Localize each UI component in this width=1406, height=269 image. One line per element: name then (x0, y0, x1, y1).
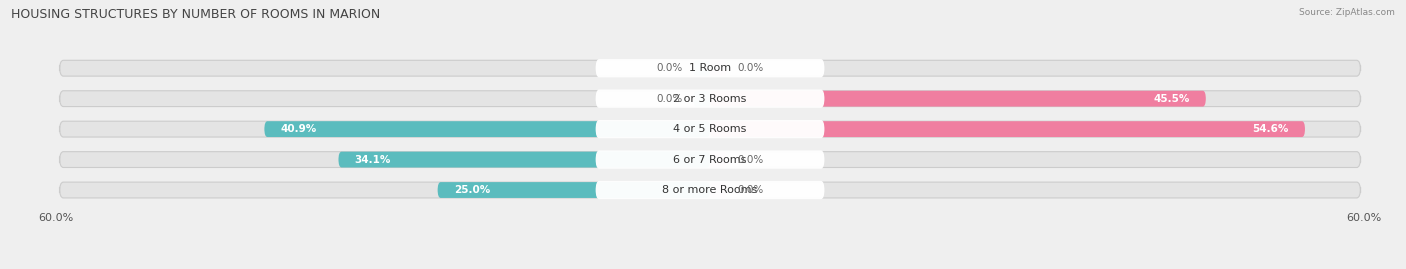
Text: 25.0%: 25.0% (454, 185, 491, 195)
FancyBboxPatch shape (339, 152, 710, 168)
Text: 0.0%: 0.0% (657, 94, 683, 104)
Text: 0.0%: 0.0% (737, 63, 763, 73)
Text: 0.0%: 0.0% (737, 185, 763, 195)
FancyBboxPatch shape (596, 59, 824, 77)
FancyBboxPatch shape (59, 182, 1361, 198)
Text: 45.5%: 45.5% (1153, 94, 1189, 104)
FancyBboxPatch shape (596, 90, 824, 108)
Text: Source: ZipAtlas.com: Source: ZipAtlas.com (1299, 8, 1395, 17)
FancyBboxPatch shape (710, 121, 1305, 137)
FancyBboxPatch shape (264, 121, 710, 137)
Text: 6 or 7 Rooms: 6 or 7 Rooms (673, 155, 747, 165)
FancyBboxPatch shape (59, 121, 1361, 137)
FancyBboxPatch shape (710, 91, 1206, 107)
Text: 4 or 5 Rooms: 4 or 5 Rooms (673, 124, 747, 134)
FancyBboxPatch shape (596, 120, 824, 138)
FancyBboxPatch shape (693, 91, 710, 107)
Text: 34.1%: 34.1% (354, 155, 391, 165)
Text: 54.6%: 54.6% (1253, 124, 1289, 134)
Text: 0.0%: 0.0% (737, 155, 763, 165)
FancyBboxPatch shape (59, 152, 1361, 168)
FancyBboxPatch shape (59, 60, 1361, 76)
Text: 2 or 3 Rooms: 2 or 3 Rooms (673, 94, 747, 104)
FancyBboxPatch shape (596, 181, 824, 199)
FancyBboxPatch shape (693, 60, 710, 76)
FancyBboxPatch shape (596, 150, 824, 169)
FancyBboxPatch shape (437, 182, 710, 198)
FancyBboxPatch shape (59, 91, 1361, 107)
FancyBboxPatch shape (710, 152, 727, 168)
Text: HOUSING STRUCTURES BY NUMBER OF ROOMS IN MARION: HOUSING STRUCTURES BY NUMBER OF ROOMS IN… (11, 8, 381, 21)
FancyBboxPatch shape (710, 182, 727, 198)
FancyBboxPatch shape (710, 60, 727, 76)
Text: 0.0%: 0.0% (657, 63, 683, 73)
Text: 1 Room: 1 Room (689, 63, 731, 73)
Text: 8 or more Rooms: 8 or more Rooms (662, 185, 758, 195)
Text: 40.9%: 40.9% (281, 124, 316, 134)
